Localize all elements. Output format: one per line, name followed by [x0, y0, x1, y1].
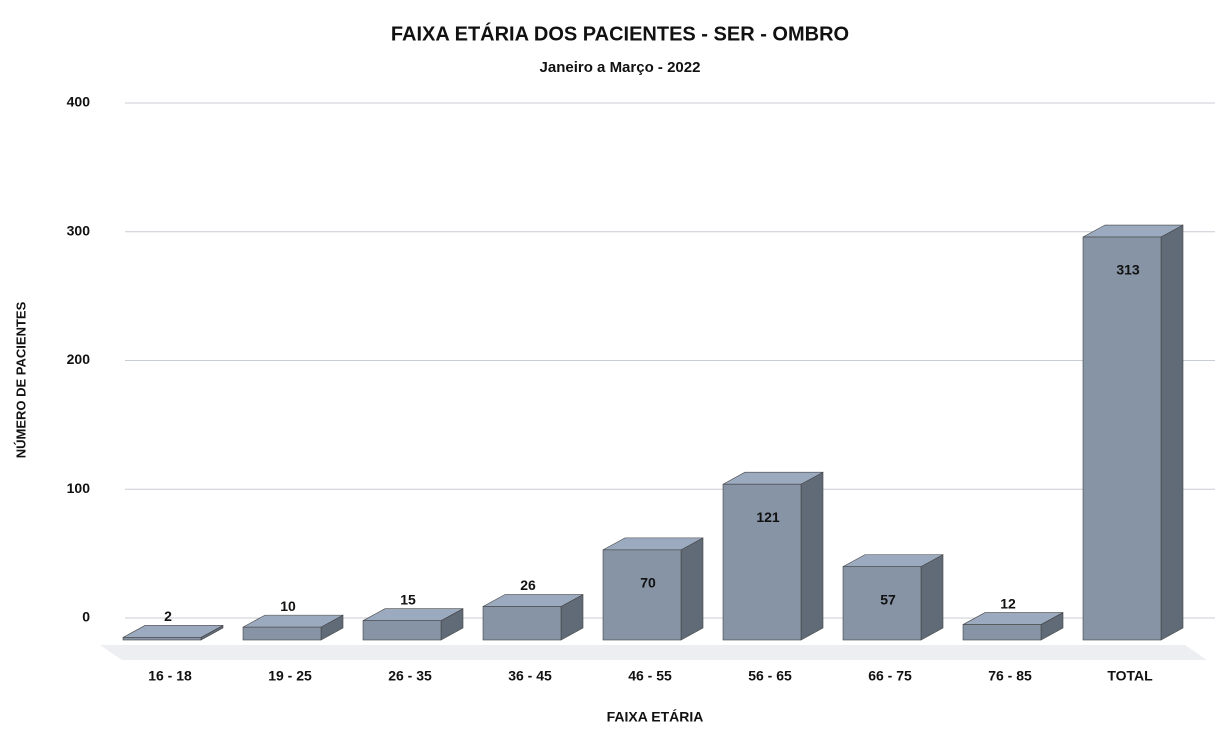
x-tick-label: 19 - 25 — [268, 668, 312, 684]
data-label: 12 — [1000, 595, 1016, 611]
bar — [122, 637, 202, 641]
bar-side — [920, 554, 944, 641]
bar-side — [1160, 224, 1184, 641]
chart-title: FAIXA ETÁRIA DOS PACIENTES - SER - OMBRO — [391, 22, 849, 45]
x-tick-label: 66 - 75 — [868, 668, 912, 684]
y-tick-label: 300 — [67, 222, 91, 238]
x-tick-label: TOTAL — [1107, 668, 1153, 684]
bar-side — [680, 537, 704, 641]
y-tick-label: 100 — [67, 480, 91, 496]
data-label: 10 — [280, 598, 296, 614]
data-label: 313 — [1116, 262, 1140, 278]
data-label: 15 — [400, 591, 416, 607]
data-label: 57 — [880, 591, 896, 607]
x-axis-label: FAIXA ETÁRIA — [607, 709, 704, 725]
y-tick-label: 200 — [67, 351, 91, 367]
bar — [962, 624, 1042, 641]
y-tick-label: 0 — [82, 609, 90, 625]
data-label: 121 — [756, 509, 780, 525]
data-label: 2 — [164, 608, 172, 624]
bar — [1082, 236, 1162, 641]
x-tick-label: 46 - 55 — [628, 668, 672, 684]
x-tick-label: 76 - 85 — [988, 668, 1032, 684]
data-label: 26 — [520, 577, 536, 593]
bar — [842, 566, 922, 641]
bar — [482, 606, 562, 641]
x-tick-label: 56 - 65 — [748, 668, 792, 684]
chart-subtitle: Janeiro a Março - 2022 — [540, 59, 701, 76]
bar — [602, 549, 682, 641]
bar — [242, 626, 322, 641]
bar — [722, 483, 802, 641]
x-tick-label: 26 - 35 — [388, 668, 432, 684]
bar — [362, 620, 442, 641]
y-axis-label: NÚMERO DE PACIENTES — [13, 301, 28, 458]
y-tick-label: 400 — [67, 94, 91, 110]
x-tick-label: 36 - 45 — [508, 668, 552, 684]
floor — [100, 645, 1207, 660]
x-tick-label: 16 - 18 — [148, 668, 192, 684]
bar-side — [800, 471, 824, 641]
data-label: 70 — [640, 575, 656, 591]
